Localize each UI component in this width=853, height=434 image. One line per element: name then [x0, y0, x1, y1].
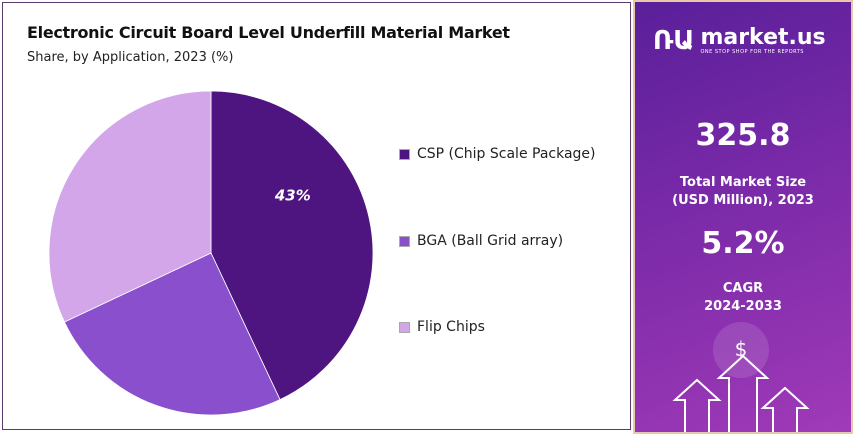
brand-tagline: ONE STOP SHOP FOR THE REPORTS [700, 49, 804, 55]
cagr-value: 5.2% [701, 226, 785, 261]
cagr-period: 2024-2033 [704, 299, 782, 314]
logo-mark-icon: ՌԱ [653, 26, 695, 56]
legend-item-csp: CSP (Chip Scale Package) [399, 146, 596, 162]
market-size-label: Total Market Size [679, 175, 807, 190]
chart-panel: Electronic Circuit Board Level Underfill… [2, 2, 631, 430]
brand-logo: ՌԱ market.us ONE STOP SHOP FOR THE REPOR… [653, 26, 826, 56]
market-size-value: 325.8 [695, 118, 791, 153]
legend-swatch [399, 321, 410, 333]
legend-item-flip-chips: Flip Chips [399, 319, 485, 335]
cagr-label: CAGR [722, 281, 764, 296]
pie-slice-0 [210, 90, 374, 401]
legend-label: CSP (Chip Scale Package) [417, 146, 596, 162]
pie-chart: 43% [48, 90, 374, 416]
pie-slice-1 [63, 252, 281, 416]
legend-swatch [399, 235, 410, 247]
brand-name: market.us [700, 25, 826, 50]
chart-title: Electronic Circuit Board Level Underfill… [27, 23, 510, 42]
legend-label: BGA (Ball Grid array) [417, 233, 564, 249]
legend-item-bga: BGA (Ball Grid array) [399, 233, 563, 249]
data-label: 43% [274, 187, 311, 205]
decorative-arrows-icon: $ [672, 322, 810, 432]
legend-label: Flip Chips [417, 319, 485, 335]
pie-slice-2 [48, 90, 212, 323]
legend-swatch [399, 148, 410, 160]
chart-subtitle: Share, by Application, 2023 (%) [27, 50, 234, 65]
market-size-unit: (USD Million), 2023 [672, 193, 814, 208]
stats-panel: $ ՌԱ market.us ONE STOP SHOP FOR THE REP… [633, 0, 853, 434]
dollar-icon: $ [735, 337, 748, 361]
